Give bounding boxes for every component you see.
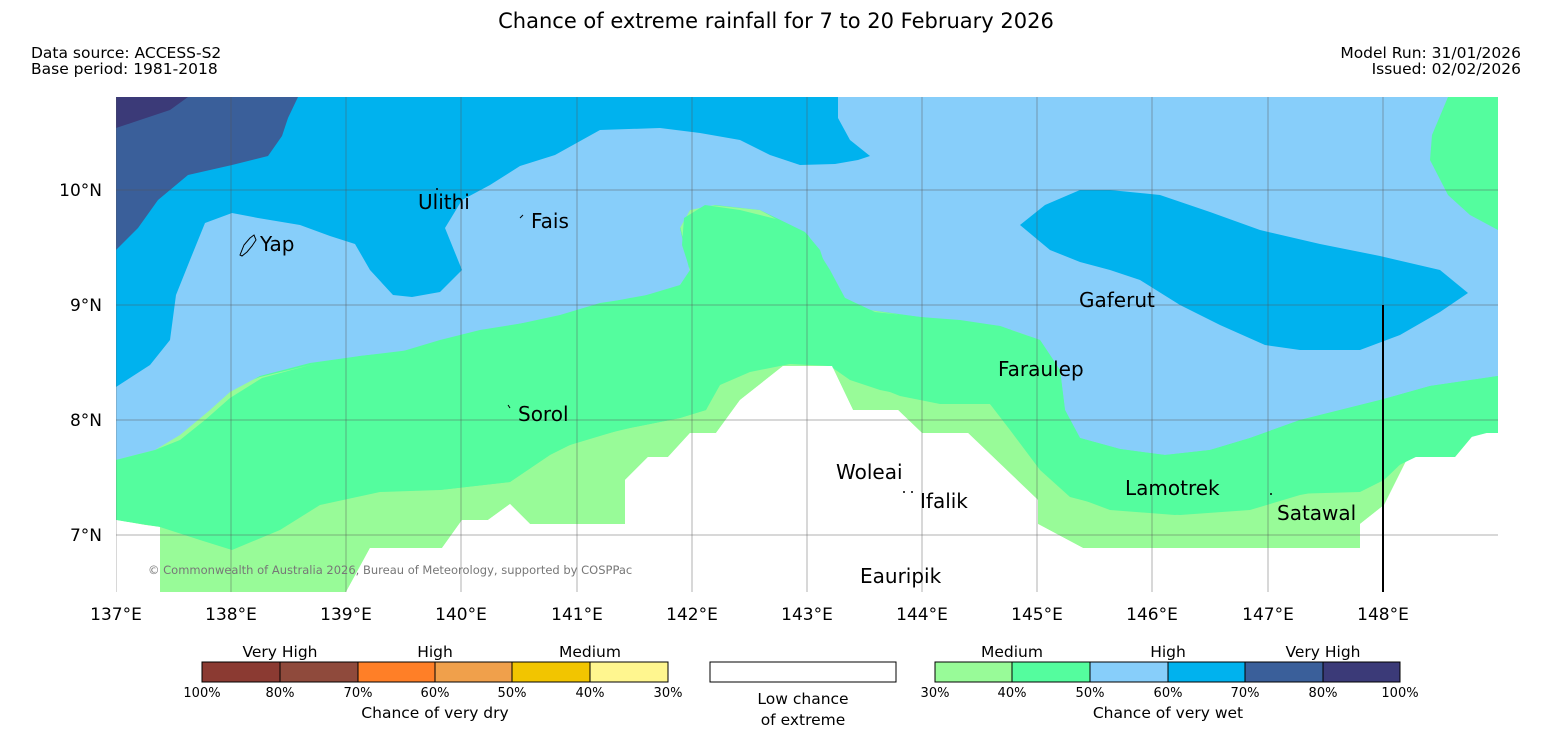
lon-label-140e: 140°E [435, 605, 487, 625]
lat-grid [116, 189, 1498, 536]
wet-30-40-east [1430, 97, 1498, 230]
dry-swatch-30-40 [590, 662, 668, 682]
legend-dry: Very High High Medium 100% 80% 70% 60% 5… [183, 643, 682, 722]
dry-tick-60: 60% [421, 686, 450, 701]
dry-cat-very-high: Very High [242, 643, 317, 661]
dry-cat-medium: Medium [559, 643, 621, 661]
satawal-island-mark [1270, 493, 1272, 495]
wet-tick-70: 70% [1231, 686, 1260, 701]
low-chance-zone-central [346, 366, 1384, 592]
copyright-notice: © Commonwealth of Australia 2026, Bureau… [148, 563, 632, 577]
dry-swatch-40-50 [512, 662, 590, 682]
wet-cat-high: High [1150, 643, 1186, 661]
wet-60-70-east [1020, 190, 1468, 350]
wet-swatch-30-40 [935, 662, 1012, 682]
lon-label-147e: 147°E [1242, 605, 1294, 625]
data-info: Data source: ACCESS-S2 Base period: 1981… [31, 45, 221, 77]
wet-tick-80: 80% [1309, 686, 1338, 701]
dry-tick-40: 40% [576, 686, 605, 701]
ifalik-island-mark-1 [903, 491, 905, 493]
dry-legend-label: Chance of very dry [361, 704, 508, 722]
dry-tick-80: 80% [266, 686, 295, 701]
lat-label-7n: 7°N [70, 526, 102, 546]
place-fais: Fais [531, 209, 569, 233]
map-area: Ulithi Fais Yap Gaferut Faraulep Sorol W… [116, 97, 1498, 592]
dry-swatch-50-60 [435, 662, 512, 682]
wet-swatch-80-100 [1323, 662, 1400, 682]
wet-dividers [1011, 662, 1324, 682]
place-eauripik: Eauripik [860, 564, 942, 588]
low-chance-label-1: Low chance [757, 690, 848, 708]
dry-tick-50: 50% [498, 686, 527, 701]
lon-label-142e: 142°E [666, 605, 718, 625]
wet-tick-100: 100% [1381, 686, 1418, 701]
dry-swatch-70-80 [280, 662, 358, 682]
dry-dividers [279, 662, 591, 682]
lon-label-139e: 139°E [320, 605, 372, 625]
yap-island-shape [239, 234, 257, 257]
wet-swatch-40-50 [1012, 662, 1090, 682]
wet-swatch-70-80 [1245, 662, 1323, 682]
wet-80-100-zone [116, 97, 188, 128]
low-chance-zone [116, 520, 160, 592]
low-chance-label-2: of extreme [761, 711, 846, 729]
wet-40-50-band [116, 205, 1498, 550]
lon-label-144e: 144°E [896, 605, 948, 625]
sorol-island-mark [507, 404, 511, 409]
issued-date: Issued: 02/02/2026 [1371, 60, 1521, 78]
place-satawal: Satawal [1277, 501, 1356, 525]
fais-island-mark [519, 214, 524, 219]
wet-tick-60: 60% [1154, 686, 1183, 701]
dry-swatch-80-100 [202, 662, 280, 682]
place-yap: Yap [259, 232, 294, 256]
place-gaferut: Gaferut [1079, 288, 1155, 312]
ulithi-island-mark [436, 188, 438, 190]
lon-label-145e: 145°E [1011, 605, 1063, 625]
map-title: Chance of extreme rainfall for 7 to 20 F… [498, 9, 1054, 33]
lon-label-138e: 138°E [205, 605, 257, 625]
wet-tick-40: 40% [998, 686, 1027, 701]
lon-label-141e: 141°E [551, 605, 603, 625]
dry-tick-70: 70% [344, 686, 373, 701]
lat-label-10n: 10°N [59, 181, 102, 201]
lon-label-148e: 148°E [1357, 605, 1409, 625]
dry-cat-high: High [417, 643, 453, 661]
place-faraulep: Faraulep [998, 357, 1084, 381]
lon-label-146e: 146°E [1126, 605, 1178, 625]
dry-tick-30: 30% [654, 686, 683, 701]
wet-swatch-60-70 [1168, 662, 1245, 682]
legend-low: Low chance of extreme [709, 661, 897, 729]
place-sorol: Sorol [518, 402, 569, 426]
wet-cat-very-high: Very High [1285, 643, 1360, 661]
place-lamotrek: Lamotrek [1125, 476, 1220, 500]
wet-cat-medium: Medium [981, 643, 1043, 661]
lat-label-9n: 9°N [70, 296, 102, 316]
ifalik-island-mark-2 [911, 491, 913, 493]
lon-label-143e: 143°E [781, 605, 833, 625]
wet-legend-label: Chance of very wet [1093, 704, 1243, 722]
low-chance-swatch [709, 661, 897, 683]
base-period: Base period: 1981-2018 [31, 60, 218, 78]
lon-label-137e: 137°E [90, 605, 142, 625]
model-run: Model Run: 31/01/2026 [1340, 44, 1521, 62]
run-info: Model Run: 31/01/2026 Issued: 02/02/2026 [1340, 45, 1521, 77]
dry-tick-100: 100% [183, 686, 220, 701]
place-ulithi: Ulithi [418, 190, 470, 214]
place-ifalik: Ifalik [920, 489, 968, 513]
wet-swatch-50-60 [1090, 662, 1168, 682]
lat-label-8n: 8°N [70, 411, 102, 431]
data-source: Data source: ACCESS-S2 [31, 44, 222, 62]
dry-swatch-60-70 [358, 662, 435, 682]
wet-70-80-zone [116, 97, 298, 250]
wet-tick-50: 50% [1076, 686, 1105, 701]
place-woleai: Woleai [836, 460, 903, 484]
wet-tick-30: 30% [921, 686, 950, 701]
legend-wet: Medium High Very High 30% 40% 50% 60% 70… [921, 643, 1419, 722]
wet-60-70-zone [116, 97, 870, 387]
